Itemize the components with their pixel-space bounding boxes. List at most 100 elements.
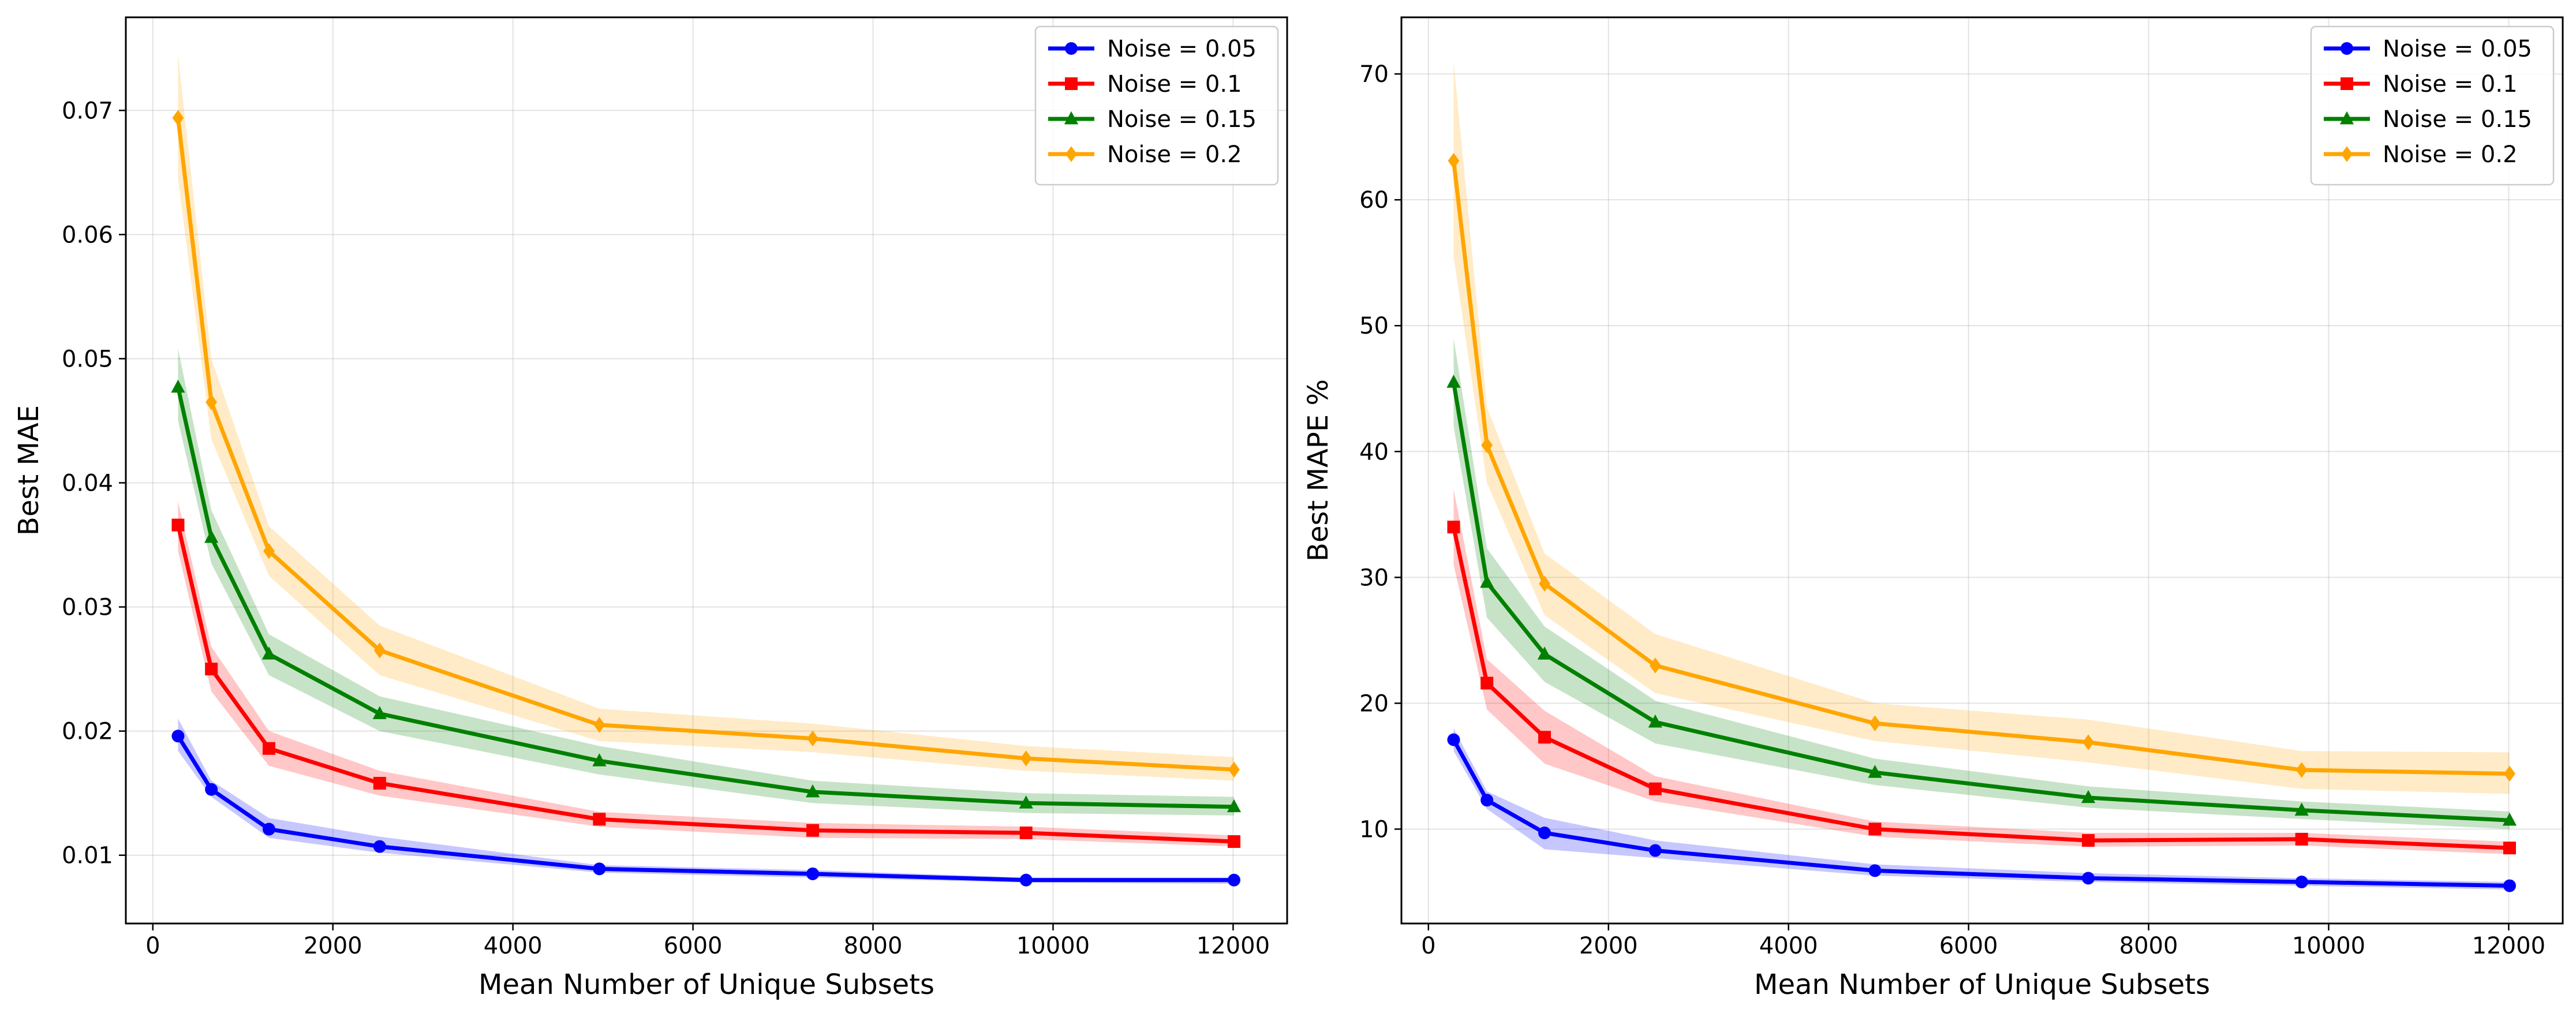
y-tick-label: 50	[1359, 313, 1389, 339]
data-point	[1537, 646, 1552, 660]
y-tick-label: 30	[1359, 564, 1389, 591]
y-axis-label: Best MAE	[13, 405, 45, 536]
data-point	[2081, 790, 2096, 803]
y-tick-label: 0.04	[62, 470, 113, 497]
x-tick-label: 0	[1421, 933, 1435, 959]
x-tick-label: 12000	[1197, 933, 1270, 959]
data-point	[171, 730, 185, 743]
legend: Noise = 0.05 Noise = 0.1 Noise = 0.15 Noise…	[2310, 25, 2555, 186]
data-point	[1447, 521, 1460, 534]
data-point	[373, 840, 386, 853]
legend-label: Noise = 0.15	[1107, 106, 1257, 133]
x-tick-label: 4000	[1759, 933, 1818, 959]
data-point	[205, 663, 218, 676]
x-axis-label: Mean Number of Unique Subsets	[1754, 969, 2210, 1001]
legend-label: Noise = 0.05	[2383, 36, 2532, 62]
y-tick-label: 20	[1359, 690, 1389, 717]
data-point	[262, 822, 275, 836]
y-tick-label: 10	[1359, 816, 1389, 843]
y-tick-label: 40	[1359, 439, 1389, 465]
data-point	[1868, 765, 1882, 778]
data-point	[2083, 734, 2094, 750]
data-point	[2294, 802, 2309, 816]
data-point	[2082, 872, 2095, 885]
data-point	[263, 543, 275, 559]
data-point	[1448, 152, 1460, 169]
mape-chart-panel: 0 2000 4000 6000 8000 10000 12000 10 20 30 40 50 60 7…	[1302, 16, 2564, 1001]
x-tick-label: 0	[145, 933, 160, 959]
data-point	[205, 394, 218, 410]
y-tick-label: 0.03	[62, 595, 113, 621]
data-point	[1868, 822, 1882, 836]
data-point	[1648, 844, 1662, 857]
data-point	[1538, 827, 1551, 839]
legend-marker	[1065, 42, 1078, 55]
plot-frame	[1400, 16, 2564, 925]
x-axis-label: Mean Number of Unique Subsets	[478, 969, 934, 1001]
data-point	[1227, 835, 1240, 848]
data-point	[2295, 832, 2308, 846]
data-point	[1228, 761, 1240, 778]
legend-label: Noise = 0.15	[2383, 106, 2532, 133]
data-point	[1649, 657, 1661, 674]
data-point	[1648, 714, 1662, 728]
series-line	[1451, 160, 2510, 776]
legend: Noise = 0.05 Noise = 0.1 Noise = 0.15 Noise…	[1034, 25, 1279, 186]
data-point	[262, 742, 275, 755]
data-point	[1648, 782, 1662, 795]
data-point	[373, 642, 386, 659]
data-point	[2504, 765, 2515, 782]
data-point	[1480, 676, 1494, 690]
y-axis-label: Best MAPE %	[1302, 379, 1334, 562]
plot-frame	[125, 16, 1288, 925]
legend-marker	[2341, 42, 2353, 55]
data-point	[372, 706, 387, 719]
x-tick-label: 2000	[1579, 933, 1638, 959]
data-point	[1869, 715, 1881, 732]
confidence-band	[1453, 728, 2510, 890]
series-line	[1452, 382, 2510, 822]
data-point	[171, 379, 185, 393]
legend-marker	[1065, 146, 1077, 162]
y-tick-label: 70	[1359, 61, 1389, 88]
data-point	[205, 783, 218, 796]
mae-chart-panel: 0 2000 4000 6000 8000 10000 12000 0.01 0.02 0.03 0…	[13, 16, 1288, 1001]
x-tick-label: 6000	[1939, 933, 1998, 959]
legend-marker	[2341, 146, 2353, 162]
series-line	[176, 387, 1235, 809]
x-tick-label: 2000	[304, 933, 362, 959]
data-point	[1019, 873, 1033, 887]
data-point	[2503, 879, 2516, 892]
data-point	[1539, 575, 1550, 592]
data-point	[2295, 762, 2308, 778]
data-point	[1538, 731, 1551, 744]
data-point	[1019, 827, 1033, 839]
series-line	[176, 735, 1234, 883]
legend-marker	[2341, 77, 2353, 90]
data-point	[1480, 574, 1494, 588]
data-point	[171, 518, 185, 532]
x-tick-label: 10000	[2292, 933, 2365, 959]
legend-frame	[2310, 25, 2555, 186]
y-tick-label: 0.07	[62, 98, 113, 124]
data-point	[806, 824, 820, 837]
x-tick-label: 6000	[664, 933, 723, 959]
data-point	[593, 813, 606, 826]
data-point	[261, 646, 276, 660]
x-tick-label: 4000	[484, 933, 543, 959]
data-point	[592, 753, 607, 767]
data-point	[1019, 795, 1033, 809]
legend-label: Noise = 0.05	[1107, 36, 1257, 62]
y-tick-label: 60	[1359, 187, 1389, 214]
y-tick-label: 0.06	[62, 222, 113, 248]
data-point	[1481, 437, 1493, 454]
data-point	[1020, 750, 1032, 767]
data-point	[172, 110, 184, 126]
data-point	[2503, 842, 2516, 855]
data-point	[373, 776, 386, 790]
data-point	[805, 784, 820, 798]
data-point	[1227, 799, 1242, 813]
legend-label: Noise = 0.1	[1107, 71, 1242, 98]
x-tick-label: 10000	[1016, 933, 1090, 959]
legend-frame	[1034, 25, 1279, 186]
